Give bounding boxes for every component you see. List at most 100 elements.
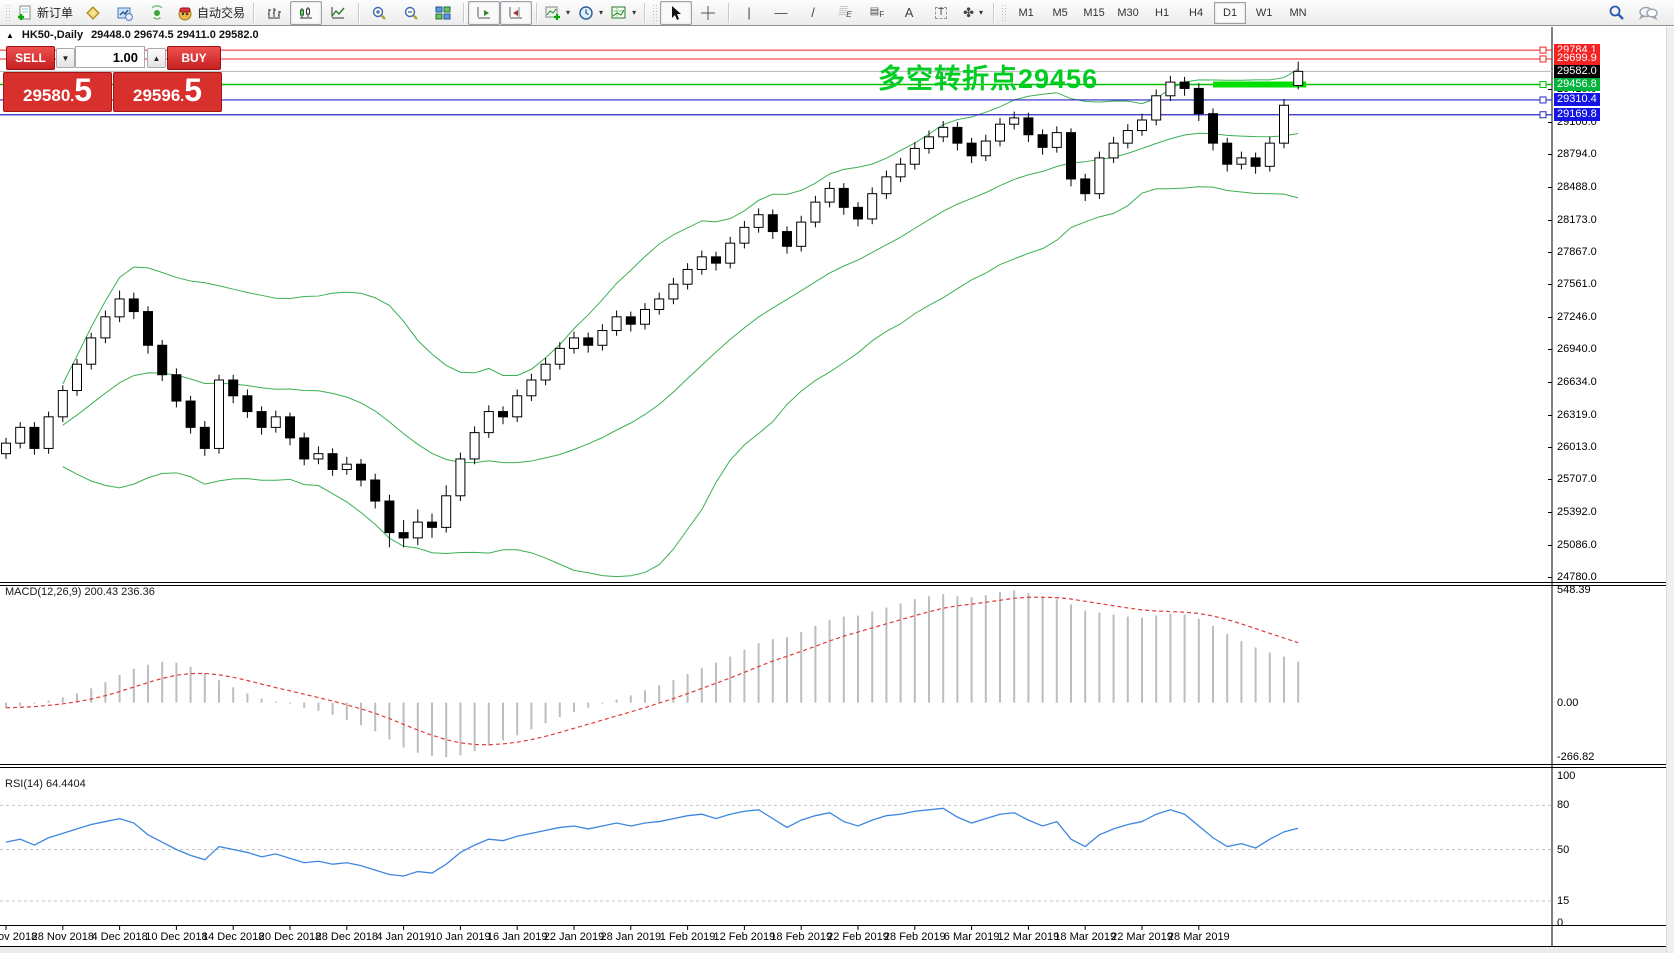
metaeditor-button[interactable] [77,1,109,25]
candle-body [483,411,494,434]
signals-button[interactable] [141,1,173,25]
crosshair-tool-button[interactable] [692,1,724,25]
new-order-button[interactable]: 新订单 [13,1,77,25]
fibonacci-tool-button[interactable]: ▤F [861,1,893,25]
toolbar-separator [536,2,538,23]
date-axis-label: 1 Feb 2019 [659,931,716,943]
toolbar-drag-handle[interactable] [5,3,10,22]
candle-body [157,344,168,376]
candle-body [810,201,821,223]
text-tool-button[interactable]: A [893,1,925,25]
templates-button[interactable]: ▾ [607,1,640,25]
candle-body [356,463,366,481]
zoom-out-button[interactable] [395,1,427,25]
date-axis-label: 4 Jan 2019 [376,931,431,943]
arrange-windows-icon [435,5,451,21]
candle-body [1037,134,1048,148]
date-axis-label: 22 Feb 2019 [827,931,889,943]
timeframe-button-H4[interactable]: H4 [1189,6,1204,19]
toolbar-drag-handle[interactable] [1001,3,1007,22]
line-chart-button[interactable] [322,1,354,25]
candle-body [512,395,523,418]
candle-body [1293,70,1304,86]
chart-window[interactable]: ▲ HK50-,Daily 29448.0 29674.5 29411.0 29… [0,27,1674,953]
candle-body [143,311,153,346]
candle-body [611,316,622,332]
timeframe-button-M15[interactable]: M15 [1083,6,1105,19]
vertical-line-tool-button[interactable]: | [733,1,765,25]
sell-button[interactable]: SELL [6,46,55,70]
date-axis-label: 22 Jan 2019 [543,931,605,943]
price-badge: 29310.4 [1554,93,1600,107]
candle-body [1250,157,1261,167]
chart-shift-button[interactable] [500,0,533,25]
horizontal-line-icon: — [774,5,788,20]
volume-decrease-button[interactable]: ▼ [56,48,75,68]
candle-body [72,363,82,392]
candle-body [924,136,934,149]
price-axis-tick-label: 27867.0 [1557,245,1597,258]
channel-icon: 𝄚E [838,5,852,19]
candle-body [341,463,352,470]
candle-body [1023,117,1034,136]
timeframe-button-M5[interactable]: M5 [1052,6,1068,19]
chat-button[interactable] [1632,1,1664,25]
candle-body [214,379,224,449]
sell-price-panel[interactable]: 29580. 5 [3,72,112,112]
candle-body [1094,157,1105,195]
text-label-tool-button[interactable]: T [925,1,957,25]
toolbar-drag-handle[interactable] [652,3,658,22]
sell-price-main: 29580 [23,86,71,105]
equidistant-channel-tool-button[interactable]: 𝄚E [829,1,861,25]
arrows-tool-icon: ✤ [963,5,975,20]
timeframe-button-H1[interactable]: H1 [1155,6,1170,19]
buy-price-dot: . [180,88,185,104]
candlestick-chart-button[interactable] [290,0,323,25]
arrange-windows-button[interactable] [427,1,459,25]
candle-body [824,187,835,203]
periods-button[interactable]: ▾ [574,1,607,25]
timeframe-button-M30[interactable]: M30 [1117,6,1139,19]
trend-annotation-text[interactable]: 多空转折点29456 [878,64,1099,94]
zoom-in-button[interactable] [363,1,395,25]
indicators-button[interactable]: ▾ [541,1,574,25]
candle-body [384,500,395,534]
volume-increase-button[interactable]: ▲ [147,48,166,68]
date-axis-label: 16 Jan 2019 [486,931,548,943]
autoscroll-button[interactable] [468,0,501,25]
candle-body [370,479,381,502]
chart-canvas[interactable] [0,27,1674,953]
candle-body [57,390,68,418]
buy-price-panel[interactable]: 29596. 5 [113,72,222,112]
price-axis-tick [1548,317,1552,319]
search-button[interactable] [1600,1,1632,25]
collapse-triangle-icon[interactable]: ▲ [6,30,14,40]
volume-input[interactable] [75,46,145,68]
macd-axis-tick-label: -266.82 [1557,751,1595,764]
timeframe-button-W1[interactable]: W1 [1255,6,1273,19]
publish-chart-button[interactable] [109,1,141,25]
timeframe-button-MN[interactable]: MN [1289,6,1307,19]
right-scrollbar[interactable] [1666,27,1674,953]
price-axis-tick-label: 26634.0 [1557,375,1597,388]
trendline-icon: / [811,5,815,20]
date-axis-label: 28 Nov 2018 [31,931,94,943]
arrows-tool-button[interactable]: ✤ ▾ [957,1,989,25]
timeframe-button-D1[interactable]: D1 [1214,1,1247,24]
candle-body [171,374,182,402]
trendline-tool-button[interactable]: / [797,1,829,25]
buy-button[interactable]: BUY [167,46,221,70]
timeframe-button-M1[interactable]: M1 [1018,6,1034,19]
candle-body [455,458,466,497]
horizontal-line-tool-button[interactable]: — [765,1,797,25]
price-badge: 29582.0 [1554,64,1600,78]
candle-body [1222,142,1233,165]
level-line-handle [1539,81,1547,89]
candle-body [327,453,338,470]
bar-chart-icon [266,5,282,21]
candle-body [753,214,764,228]
bar-chart-button[interactable] [258,1,290,25]
autotrading-button[interactable]: 自动交易 [173,1,249,25]
cursor-tool-button[interactable] [660,0,693,25]
